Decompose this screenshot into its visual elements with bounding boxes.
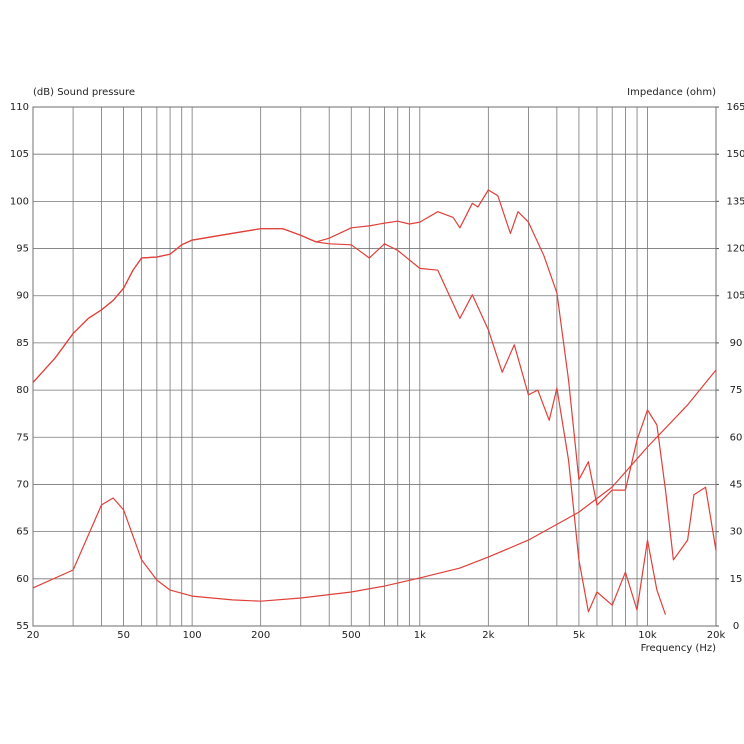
y2-tick-label: 30 — [730, 527, 743, 538]
x-tick-label: 200 — [251, 630, 270, 641]
y-axis-label: (dB) Sound pressure — [33, 87, 135, 98]
plot-frame — [32, 106, 717, 627]
y2-tick-label: 150 — [726, 149, 744, 160]
x-tick-label: 100 — [183, 630, 202, 641]
y-tick-label: 110 — [10, 102, 29, 113]
y2-tick-label: 90 — [730, 338, 743, 349]
y2-tick-label: 165 — [726, 102, 744, 113]
y2-axis-label: Impedance (ohm) — [627, 87, 716, 98]
y2-tick-label: 135 — [726, 196, 744, 207]
y-tick-label: 100 — [10, 196, 29, 207]
y-tick-label: 105 — [10, 149, 29, 160]
y-tick-label: 85 — [16, 338, 29, 349]
y-tick-label: 75 — [16, 432, 29, 443]
y-tick-label: 70 — [16, 479, 29, 490]
y2-tick-label: 60 — [730, 432, 743, 443]
y2-tick-label: 0 — [733, 621, 739, 632]
y-tick-label: 60 — [16, 574, 29, 585]
y2-tick-label: 75 — [730, 385, 743, 396]
y-tick-label: 55 — [16, 621, 29, 632]
x-tick-label: 20k — [707, 630, 726, 641]
curve — [32, 228, 667, 615]
y2-tick-label: 120 — [726, 244, 744, 255]
x-tick-label: 2k — [482, 630, 494, 641]
x-tick-label: 1k — [414, 630, 426, 641]
y-tick-label: 80 — [16, 385, 29, 396]
y2-tick-label: 45 — [730, 479, 743, 490]
x-axis-label: Frequency (Hz) — [641, 643, 717, 654]
x-tick-label: 20 — [27, 630, 40, 641]
y-tick-label: 65 — [16, 527, 29, 538]
y2-tick-label: 15 — [730, 574, 743, 585]
y-tick-label: 95 — [16, 244, 29, 255]
x-tick-label: 500 — [342, 630, 361, 641]
y-tick-label: 90 — [16, 291, 29, 302]
y2-tick-label: 105 — [726, 291, 744, 302]
x-tick-label: 50 — [117, 630, 130, 641]
curve — [32, 189, 717, 561]
x-tick-label: 10k — [638, 630, 657, 641]
x-tick-label: 5k — [573, 630, 585, 641]
curve — [32, 369, 717, 602]
